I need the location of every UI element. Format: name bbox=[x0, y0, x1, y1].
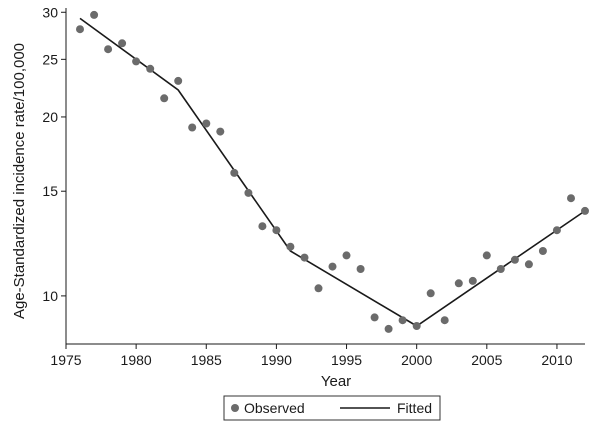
observed-point bbox=[398, 316, 407, 325]
observed-point bbox=[202, 119, 211, 128]
legend: Observed Fitted bbox=[223, 395, 441, 421]
observed-point bbox=[567, 194, 575, 203]
x-tick-label: 1995 bbox=[331, 352, 362, 368]
observed-point bbox=[412, 322, 421, 330]
x-tick-label: 2010 bbox=[541, 352, 572, 368]
legend-fitted-label: Fitted bbox=[397, 400, 432, 416]
y-tick-label: 20 bbox=[42, 109, 58, 125]
observed-point bbox=[76, 25, 84, 34]
observed-point bbox=[328, 262, 337, 271]
observed-point bbox=[370, 313, 379, 322]
observed-point bbox=[188, 123, 197, 132]
legend-observed-label: Observed bbox=[244, 400, 305, 416]
observed-point bbox=[244, 188, 253, 197]
y-axis-title: Age-Standardized incidence rate/100,000 bbox=[11, 43, 28, 319]
ticks: 1975 1980 1985 1990 1995 2000 2005 201010152025… bbox=[42, 4, 572, 368]
observed-point bbox=[356, 265, 365, 273]
y-tick-label: 15 bbox=[42, 183, 58, 199]
observed-point bbox=[104, 45, 113, 54]
legend-observed-marker bbox=[231, 404, 239, 412]
observed-point bbox=[482, 251, 491, 260]
x-tick-label: 1985 bbox=[191, 352, 222, 368]
fitted-line bbox=[79, 17, 586, 327]
observed-point bbox=[160, 94, 169, 103]
observed-point bbox=[174, 76, 183, 85]
observed-point bbox=[510, 255, 519, 264]
observed-point bbox=[454, 279, 463, 288]
observed-point bbox=[146, 64, 155, 73]
axes bbox=[65, 8, 585, 345]
observed-point bbox=[272, 226, 281, 235]
x-tick-label: 1975 bbox=[50, 352, 81, 368]
x-axis-title: Year bbox=[321, 373, 351, 390]
observed-point bbox=[538, 247, 547, 255]
x-tick-label: 1980 bbox=[121, 352, 152, 368]
x-tick-label: 2000 bbox=[401, 352, 432, 368]
observed-point bbox=[552, 226, 561, 235]
observed-point bbox=[384, 324, 393, 333]
y-tick-label: 30 bbox=[42, 4, 58, 20]
y-tick-label: 25 bbox=[42, 51, 58, 67]
x-tick-label: 1990 bbox=[261, 352, 292, 368]
observed-point bbox=[230, 168, 239, 177]
observed-point bbox=[258, 222, 267, 231]
observed-point bbox=[496, 265, 505, 273]
observed-point bbox=[90, 10, 99, 19]
legend-box bbox=[223, 395, 441, 421]
observed-point bbox=[581, 206, 589, 215]
observed-point bbox=[132, 57, 141, 66]
observed-point bbox=[468, 276, 477, 285]
observed-point bbox=[342, 251, 351, 260]
y-tick-label: 10 bbox=[42, 288, 58, 304]
series bbox=[76, 10, 589, 333]
observed-point bbox=[426, 289, 435, 298]
observed-point bbox=[314, 284, 323, 293]
observed-point bbox=[440, 316, 449, 325]
x-tick-label: 2005 bbox=[471, 352, 502, 368]
observed-point bbox=[300, 253, 309, 262]
observed-point bbox=[118, 39, 127, 48]
observed-point bbox=[524, 260, 533, 269]
observed-point bbox=[216, 127, 225, 136]
observed-point bbox=[286, 242, 295, 251]
